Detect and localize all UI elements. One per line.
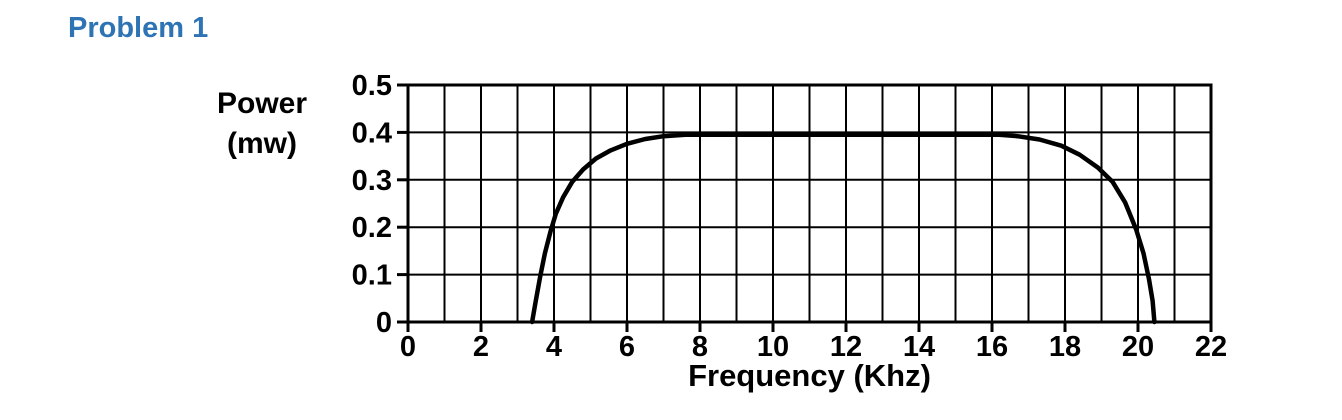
y-tick-label: 0.4 — [352, 117, 392, 149]
x-tick-label: 0 — [400, 331, 416, 363]
power-curve — [529, 132, 1157, 325]
x-tick-label: 2 — [473, 331, 489, 363]
x-tick-label: 4 — [546, 331, 562, 363]
x-axis-title: Frequency (Khz) — [688, 358, 931, 393]
x-tick-label: 12 — [830, 331, 862, 363]
y-axis-title-line1: Power — [216, 87, 308, 120]
y-axis-title: Power (mw) — [182, 84, 342, 164]
y-axis-title-line2: (mw) — [227, 127, 297, 160]
x-tick-label: 6 — [619, 331, 635, 363]
y-tick-label: 0.5 — [352, 70, 392, 102]
x-tick-label: 16 — [976, 331, 1008, 363]
problem-heading: Problem 1 — [68, 12, 209, 44]
y-tick-label: 0.1 — [352, 260, 392, 292]
y-tick-label: 0.3 — [352, 165, 392, 197]
y-tick-label: 0.2 — [352, 212, 392, 244]
x-tick-label: 14 — [903, 331, 935, 363]
x-tick-label: 22 — [1195, 331, 1227, 363]
x-tick-label: 10 — [757, 331, 789, 363]
plot-border — [406, 83, 1213, 324]
x-tick-label: 20 — [1122, 331, 1154, 363]
x-tick-label: 8 — [692, 331, 708, 363]
x-tick-label: 18 — [1049, 331, 1081, 363]
y-tick-label: 0 — [376, 307, 392, 339]
